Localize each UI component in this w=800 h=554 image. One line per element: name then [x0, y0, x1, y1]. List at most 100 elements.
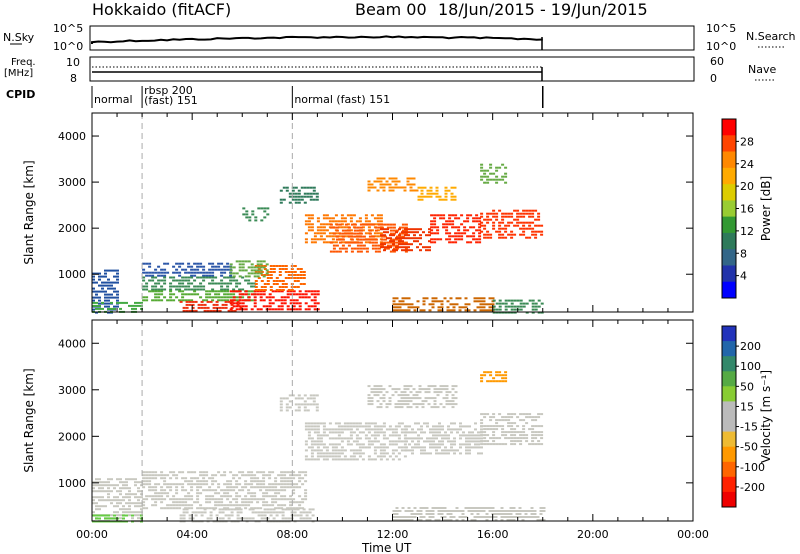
range-cell: [271, 486, 275, 489]
range-cell: [193, 290, 197, 293]
range-cell: [537, 305, 541, 308]
range-cell: [193, 288, 197, 291]
range-cell: [485, 519, 489, 521]
range-cell: [423, 440, 426, 443]
range-cell: [338, 238, 342, 241]
range-cell: [157, 288, 161, 291]
range-cell: [259, 290, 263, 293]
range-cell: [432, 446, 435, 449]
range-cell: [268, 504, 272, 507]
range-cell: [343, 425, 347, 428]
range-cell: [187, 288, 191, 291]
range-cell: [284, 271, 288, 273]
range-cell: [373, 385, 377, 388]
range-cell: [160, 507, 164, 510]
range-cell: [533, 516, 537, 518]
range-cell: [259, 266, 263, 269]
range-cell: [250, 486, 254, 489]
range-cell: [256, 471, 260, 474]
range-cell: [438, 195, 442, 198]
range-cell: [376, 394, 380, 397]
range-cell: [449, 309, 453, 312]
range-cell: [341, 238, 345, 241]
range-cell: [528, 428, 532, 431]
range-cell: [440, 507, 444, 509]
range-cell: [244, 269, 248, 272]
range-cell: [244, 293, 248, 296]
range-cell: [137, 301, 140, 304]
range-cell: [410, 513, 414, 515]
range-cell: [501, 419, 505, 422]
range-cell: [316, 302, 320, 305]
range-cell: [319, 434, 323, 437]
range-cell: [444, 431, 447, 434]
range-cell: [95, 478, 98, 481]
range-cell: [528, 413, 532, 416]
range-cell: [227, 309, 231, 312]
range-cell: [95, 304, 98, 307]
range-cell: [331, 431, 335, 434]
range-cell: [304, 296, 308, 299]
range-cell: [480, 446, 483, 449]
range-cell: [504, 419, 508, 422]
range-cell: [398, 241, 402, 244]
range-cell: [281, 517, 285, 520]
range-cell: [266, 283, 270, 285]
range-cell: [307, 296, 311, 299]
range-cell: [504, 371, 508, 374]
range-cell: [304, 422, 308, 425]
range-cell: [271, 489, 275, 492]
range-cell: [382, 186, 386, 189]
range-cell: [197, 303, 201, 306]
range-cell: [418, 391, 422, 394]
range-cell: [241, 299, 245, 302]
range-cell: [483, 175, 487, 178]
range-cell: [125, 301, 128, 304]
range-cell: [194, 300, 198, 303]
range-cell: [356, 241, 360, 244]
range-cell: [184, 498, 188, 501]
range-cell: [374, 229, 378, 232]
range-cell: [163, 480, 167, 483]
range-cell: [199, 492, 203, 495]
range-cell: [247, 471, 251, 474]
range-cell: [307, 223, 311, 226]
range-cell: [400, 428, 404, 431]
range-cell: [483, 434, 487, 437]
range-cell: [423, 449, 426, 452]
range-cell: [467, 510, 471, 512]
range-cell: [352, 422, 356, 425]
range-cell: [154, 495, 158, 498]
range-cell: [95, 301, 98, 304]
range-cell: [101, 290, 104, 293]
range-cell: [172, 498, 176, 501]
range-cell: [208, 262, 212, 265]
range-cell: [107, 287, 110, 290]
range-cell: [349, 431, 353, 434]
range-cell: [492, 299, 496, 302]
range-cell: [422, 297, 426, 300]
nsky-frame: [89, 25, 695, 51]
range-cell: [432, 440, 435, 443]
range-cell: [313, 443, 317, 446]
range-cell: [332, 250, 336, 253]
range-cell: [428, 513, 432, 515]
colorbar-cell: [722, 431, 736, 448]
range-cell: [203, 303, 207, 306]
range-cell: [291, 394, 295, 397]
range-cell: [131, 304, 134, 307]
range-cell: [388, 189, 392, 192]
range-cell: [355, 443, 359, 446]
range-cell: [433, 217, 437, 220]
range-cell: [316, 458, 320, 461]
range-cell: [286, 480, 290, 483]
range-cell: [476, 510, 480, 512]
range-cell: [495, 308, 499, 311]
range-cell: [414, 431, 417, 434]
range-cell: [113, 487, 116, 490]
range-cell: [199, 288, 203, 291]
range-cell: [394, 443, 398, 446]
range-cell: [486, 380, 490, 383]
range-cell: [359, 247, 363, 250]
